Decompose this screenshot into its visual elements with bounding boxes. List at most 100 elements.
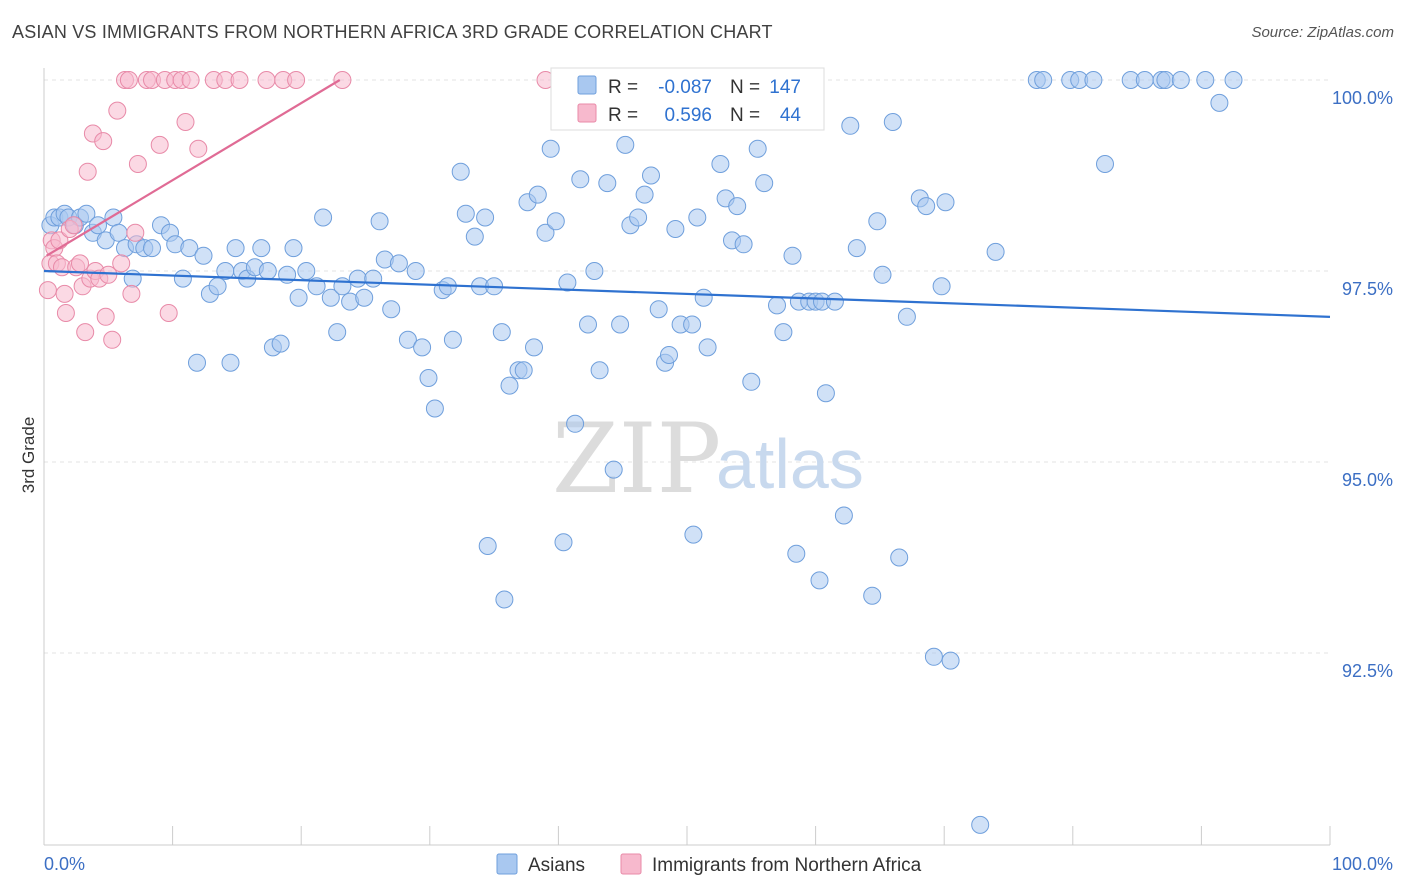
asian-point-101 xyxy=(711,155,730,173)
asian-point-52 xyxy=(382,300,401,319)
stats-n-label-1: N = xyxy=(730,77,760,98)
asian-point-62 xyxy=(451,162,470,181)
asian-point-77 xyxy=(546,212,565,231)
legend: Asians Immigrants from Northern Africa xyxy=(496,853,922,876)
asian-point-109 xyxy=(768,296,786,315)
asian-point-39 xyxy=(289,288,308,307)
stats-r-label-1: R = xyxy=(608,77,638,98)
y-tick-label-2: 97.5% xyxy=(1342,279,1393,299)
asian-point-100 xyxy=(698,338,717,357)
nafrica-point-39 xyxy=(181,71,200,89)
asian-point-149 xyxy=(478,537,497,555)
asian-point-134 xyxy=(986,242,1005,261)
asian-point-47 xyxy=(348,269,367,288)
nafrica-point-24 xyxy=(108,101,127,120)
asian-point-76 xyxy=(541,139,560,158)
nafrica-point-29 xyxy=(126,223,145,242)
chart-title: ASIAN VS IMMIGRANTS FROM NORTHERN AFRICA… xyxy=(12,22,773,42)
y-tick-labels: 92.5% 95.0% 97.5% 100.0% xyxy=(1332,88,1393,681)
legend-label-asians: Asians xyxy=(528,855,585,876)
asian-point-29 xyxy=(226,239,245,258)
asian-point-150 xyxy=(495,590,514,609)
asian-point-57 xyxy=(419,369,438,387)
asian-point-111 xyxy=(783,246,802,265)
nafrica-point-10 xyxy=(64,216,83,235)
nafrica-point-27 xyxy=(119,71,138,89)
asian-point-78 xyxy=(558,273,577,292)
asian-point-53 xyxy=(389,254,408,273)
asian-point-17 xyxy=(143,239,161,258)
asian-point-71 xyxy=(514,361,533,380)
stats-n-label-2: N = xyxy=(730,105,760,126)
asian-point-83 xyxy=(590,361,609,380)
asian-point-73 xyxy=(528,185,547,204)
nafrica-point-40 xyxy=(189,139,208,158)
asian-point-49 xyxy=(364,269,383,288)
watermark-atlas: atlas xyxy=(716,425,864,503)
asian-point-79 xyxy=(566,414,585,433)
asian-point-147 xyxy=(1210,93,1229,112)
asian-point-108 xyxy=(755,174,774,193)
asian-point-142 xyxy=(1135,71,1154,89)
axes xyxy=(43,68,1331,846)
asian-point-41 xyxy=(307,277,326,296)
asian-point-104 xyxy=(728,197,747,216)
asian-point-132 xyxy=(941,651,960,670)
nafrica-point-43 xyxy=(230,71,249,89)
nafrica-point-33 xyxy=(150,135,169,154)
asian-point-26 xyxy=(208,277,227,296)
asian-point-12 xyxy=(109,223,128,242)
asian-point-121 xyxy=(863,586,882,605)
nafrica-point-22 xyxy=(99,265,118,284)
stats-n-value-2: 44 xyxy=(780,105,802,126)
asian-point-89 xyxy=(629,208,648,227)
y-tick-label-3: 100.0% xyxy=(1332,88,1393,108)
trend-line-asians xyxy=(43,269,1331,318)
asian-point-23 xyxy=(188,353,206,372)
asian-point-58 xyxy=(425,399,444,418)
legend-label-nafrica: Immigrants from Northern Africa xyxy=(652,855,922,876)
asian-point-151 xyxy=(554,533,573,552)
asian-point-14 xyxy=(123,269,142,288)
asian-point-87 xyxy=(616,135,635,154)
asian-point-61 xyxy=(443,330,462,349)
stats-n-value-1: 147 xyxy=(769,77,801,98)
asian-point-131 xyxy=(936,193,955,212)
asian-point-92 xyxy=(649,300,668,319)
asian-point-69 xyxy=(500,376,519,395)
nafrica-point-14 xyxy=(76,323,95,342)
y-tick-label-0: 92.5% xyxy=(1342,661,1393,681)
asian-point-42 xyxy=(314,208,333,227)
asian-point-118 xyxy=(834,506,853,525)
asian-point-117 xyxy=(825,292,844,311)
asian-point-128 xyxy=(917,197,936,216)
asian-point-107 xyxy=(748,139,767,158)
asian-point-7 xyxy=(77,204,96,223)
nafrica-point-7 xyxy=(55,284,74,303)
nafrica-point-15 xyxy=(78,162,97,181)
trend-line-nafrica xyxy=(46,79,341,257)
stats-box: R = -0.087 N = 147 R = 0.596 N = 44 xyxy=(550,67,825,131)
asian-point-48 xyxy=(355,288,374,307)
stats-swatch-nafrica xyxy=(577,103,597,123)
asian-point-136 xyxy=(1034,71,1053,89)
asian-point-110 xyxy=(774,323,793,342)
asian-point-124 xyxy=(883,113,902,131)
nafrica-point-23 xyxy=(103,330,122,349)
nafrica-point-21 xyxy=(96,307,115,326)
asian-point-24 xyxy=(194,246,213,265)
asian-point-106 xyxy=(742,372,761,391)
asian-point-44 xyxy=(328,323,347,342)
asian-point-133 xyxy=(971,815,990,834)
asian-point-144 xyxy=(1156,71,1175,89)
asian-point-54 xyxy=(398,330,417,349)
asian-point-97 xyxy=(683,315,702,334)
asian-point-126 xyxy=(897,307,916,326)
asian-point-38 xyxy=(284,239,303,258)
asian-point-21 xyxy=(173,269,192,288)
trend-lines xyxy=(43,79,1331,318)
asian-point-85 xyxy=(604,460,623,479)
asian-point-95 xyxy=(666,220,685,238)
nafrica-point-46 xyxy=(287,71,306,89)
